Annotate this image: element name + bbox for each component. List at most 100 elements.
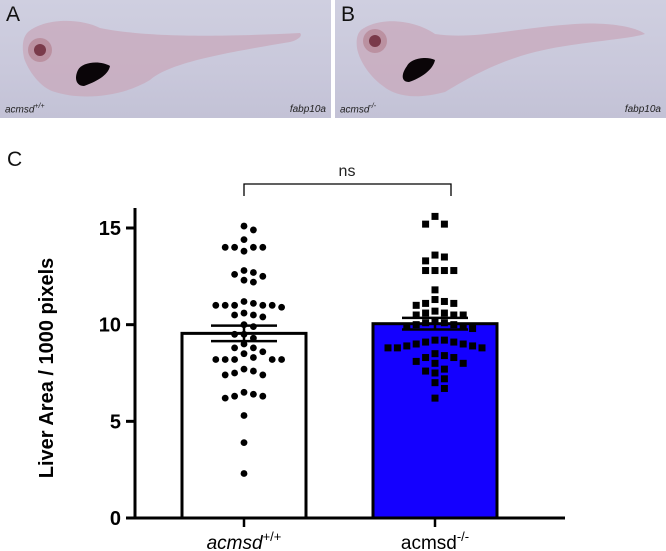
data-point — [212, 301, 220, 309]
data-point — [412, 340, 420, 348]
data-point — [231, 311, 239, 319]
data-point — [422, 299, 430, 307]
data-point — [450, 354, 458, 362]
data-point — [422, 267, 430, 275]
data-point — [231, 356, 239, 363]
data-point — [250, 311, 257, 319]
y-axis-label: Liver Area / 1000 pixels — [36, 258, 58, 479]
data-point — [278, 356, 285, 363]
data-point — [431, 307, 439, 315]
data-point — [403, 342, 411, 350]
data-point — [259, 272, 267, 280]
data-point — [240, 350, 248, 358]
significance-bracket: ns — [243, 163, 452, 196]
data-point — [469, 342, 477, 350]
data-point — [240, 276, 248, 284]
data-point — [240, 439, 248, 446]
data-point — [212, 356, 220, 363]
genotype-base: acmsd — [340, 104, 370, 115]
data-point — [431, 350, 439, 358]
data-point — [422, 220, 430, 228]
significance-label: ns — [339, 163, 356, 180]
data-point — [431, 267, 439, 275]
data-point — [412, 321, 420, 329]
data-point — [259, 313, 267, 321]
data-point — [393, 344, 401, 352]
data-point — [259, 348, 267, 356]
data-point — [250, 278, 257, 286]
data-point — [240, 267, 248, 274]
y-tick-label: 5 — [110, 411, 121, 433]
data-point — [440, 319, 448, 327]
larva-wildtype-illustration — [22, 20, 301, 97]
data-point — [459, 340, 467, 348]
data-point — [240, 365, 248, 373]
data-point — [268, 356, 276, 363]
data-point — [422, 309, 430, 317]
data-point — [440, 220, 448, 228]
data-point — [440, 336, 448, 344]
data-point — [250, 243, 257, 251]
data-point — [384, 344, 392, 352]
data-point — [459, 359, 467, 367]
panel-b-image: B acmsd-/- fabp10a — [335, 0, 666, 118]
bar-1 — [180, 331, 308, 520]
data-point — [422, 257, 430, 265]
data-point — [250, 344, 257, 352]
genotype-sup: +/+ — [34, 102, 45, 110]
data-point — [250, 300, 257, 307]
data-point — [221, 394, 229, 402]
data-point — [250, 226, 257, 234]
probe-label-b: fabp10a — [624, 104, 661, 115]
data-point — [250, 354, 257, 361]
data-point — [422, 319, 430, 327]
data-point — [450, 321, 458, 329]
data-point — [440, 352, 448, 360]
data-point — [231, 301, 239, 309]
data-point — [240, 388, 248, 396]
data-point — [250, 390, 257, 398]
genotype-base: acmsd — [5, 104, 35, 115]
data-point — [450, 311, 458, 319]
genotype-label-b: acmsd-/- — [340, 103, 376, 115]
x-tick-label: acmsd+/+ — [207, 529, 282, 551]
data-point — [259, 301, 267, 309]
data-point — [440, 365, 448, 373]
data-point — [440, 309, 448, 317]
data-point — [259, 392, 267, 400]
data-point — [231, 330, 239, 338]
data-point — [431, 286, 439, 294]
data-point — [221, 356, 229, 363]
data-point — [440, 384, 448, 392]
data-point — [431, 369, 439, 377]
data-point — [268, 301, 276, 309]
panel-label-a: A — [6, 3, 21, 26]
data-point — [240, 309, 248, 317]
data-point — [422, 354, 430, 362]
data-point — [431, 212, 439, 220]
data-point — [250, 367, 257, 375]
data-point — [240, 222, 248, 230]
data-point — [469, 325, 477, 333]
data-point — [403, 323, 411, 331]
panel-label-c: C — [7, 148, 23, 171]
data-point — [459, 311, 467, 319]
genotype-label-a: acmsd+/+ — [5, 103, 45, 115]
data-point — [240, 412, 248, 419]
data-point — [450, 299, 458, 307]
panel-a-image: A acmsd+/+ fabp10a — [0, 0, 331, 118]
y-tick-label: 10 — [99, 315, 121, 337]
data-point — [431, 379, 439, 387]
data-point — [412, 311, 420, 319]
data-point — [240, 298, 248, 305]
data-point — [431, 394, 439, 402]
data-point — [478, 344, 486, 352]
data-point — [231, 344, 239, 352]
larva-mutant-illustration — [356, 21, 645, 97]
genotype-sup: -/- — [369, 102, 377, 110]
data-point — [412, 357, 420, 365]
data-point — [422, 367, 430, 375]
data-point — [231, 392, 239, 400]
data-point — [221, 301, 229, 309]
